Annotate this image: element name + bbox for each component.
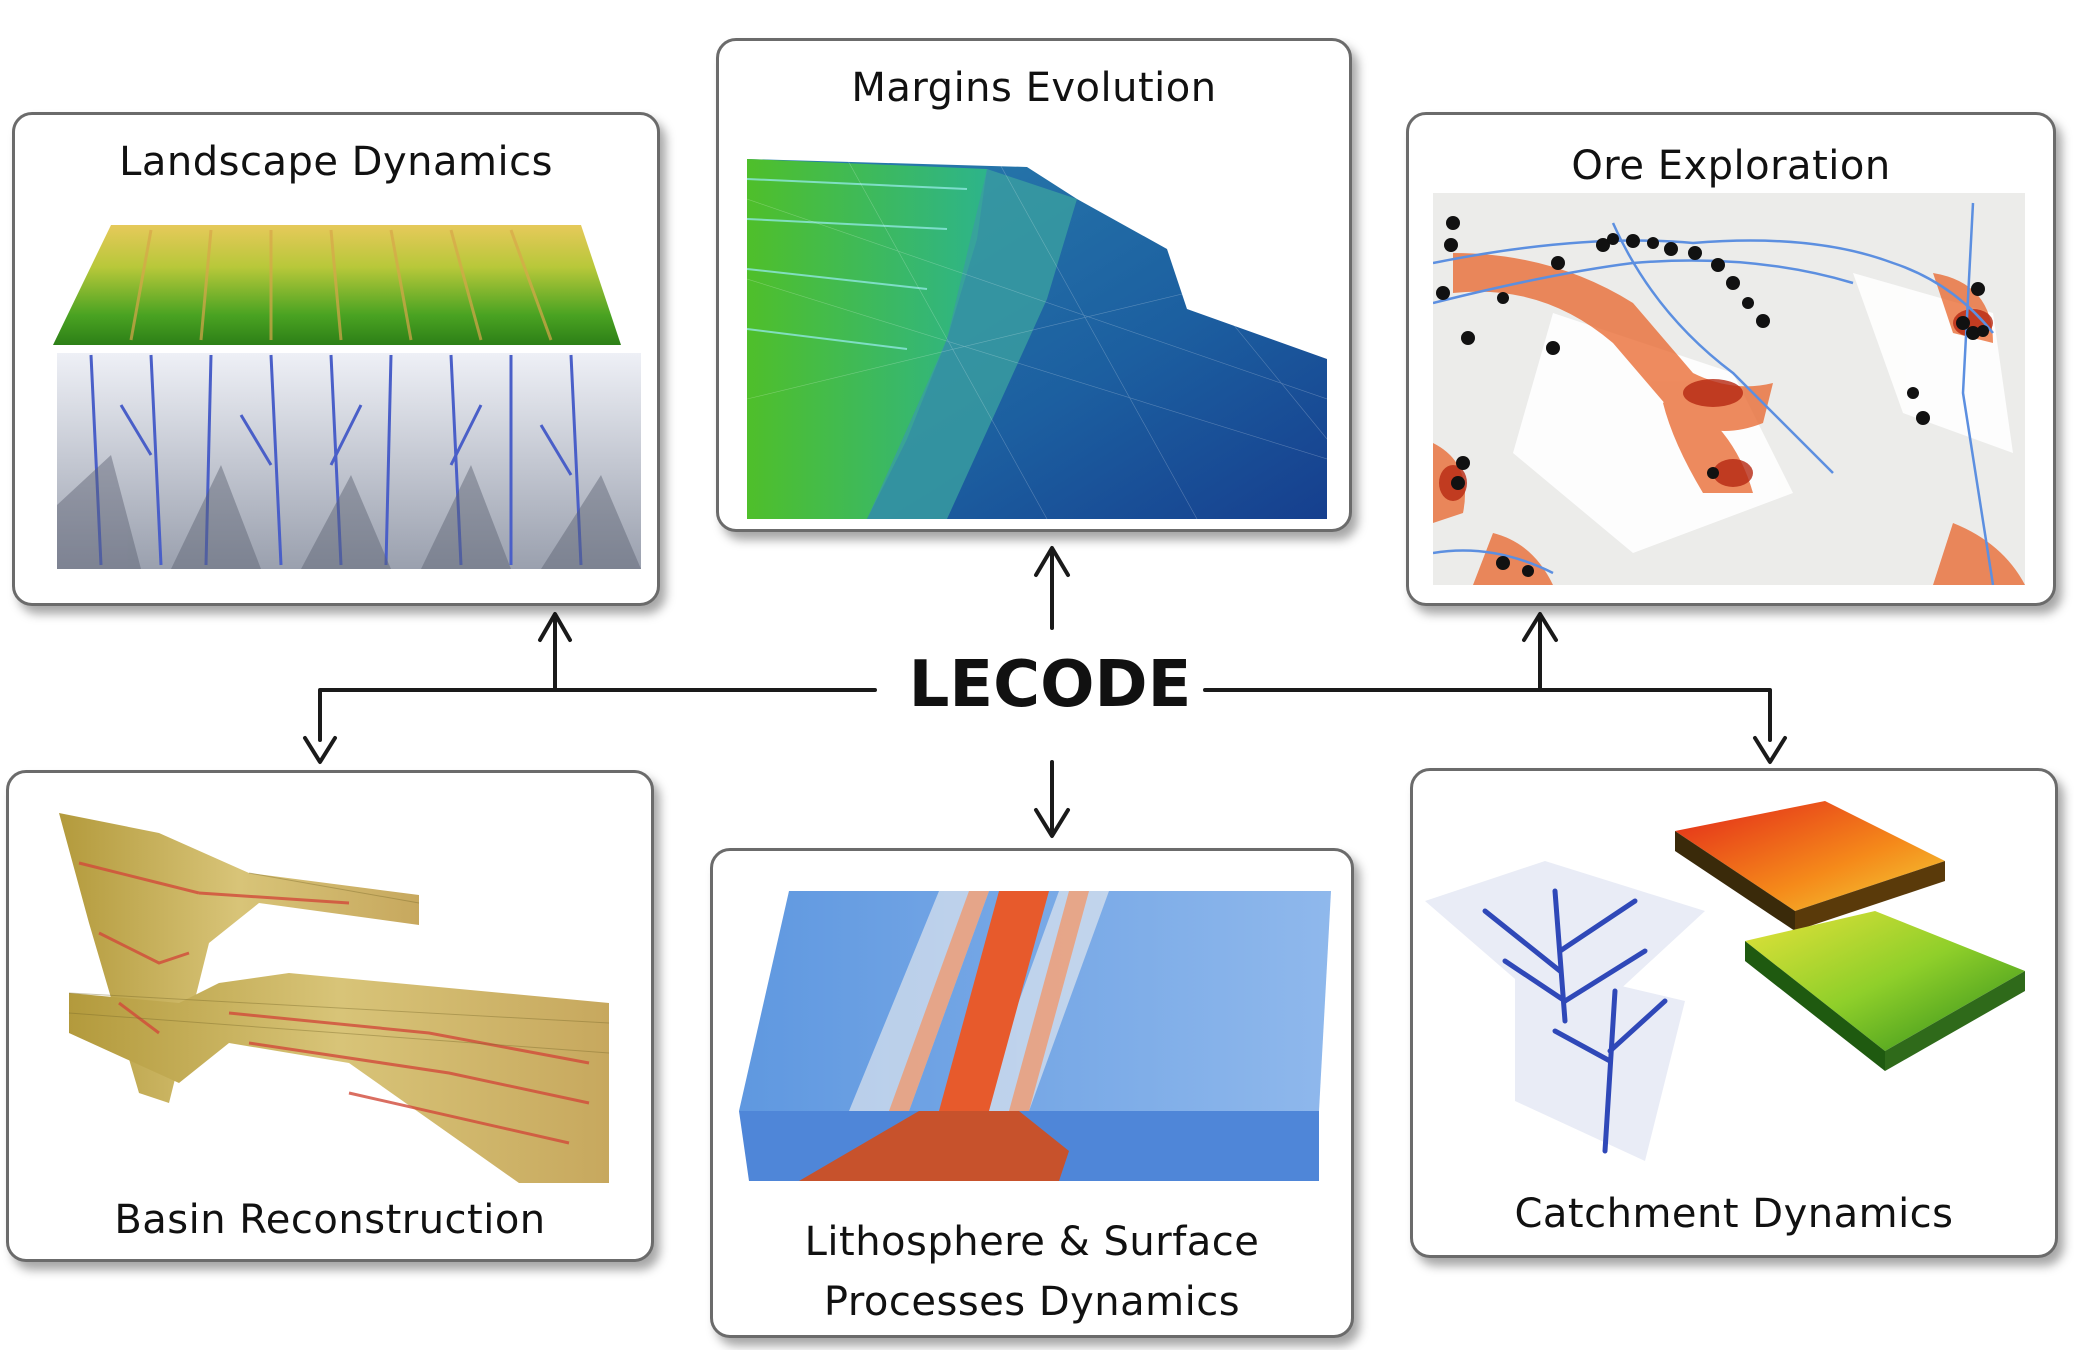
panel-title-line2: Processes Dynamics — [823, 1279, 1241, 1325]
basin-stratigraphy-image — [59, 813, 610, 1183]
panel-basin-reconstruction: Basin Reconstruction — [6, 770, 654, 1262]
lithosphere-model-image — [739, 891, 1331, 1181]
panel-lithosphere-surface: Lithosphere & Surface Processes Dynamics — [710, 848, 1354, 1338]
panel-title: Catchment Dynamics — [1514, 1191, 1954, 1237]
panel-title-line1: Lithosphere & Surface — [804, 1219, 1260, 1265]
panel-margins-evolution: Margins Evolution — [716, 38, 1352, 532]
left-connector-line — [318, 688, 877, 742]
ore-heatmap-image — [1433, 193, 2025, 585]
catchment-models-image — [1425, 801, 2025, 1161]
lecode-title: LECODE — [908, 648, 1192, 722]
margins-mesh-image — [747, 159, 1327, 519]
panel-title: Landscape Dynamics — [119, 139, 553, 185]
panel-title: Basin Reconstruction — [114, 1197, 546, 1243]
panel-title: Ore Exploration — [1571, 143, 1891, 189]
panel-catchment-dynamics: Catchment Dynamics — [1410, 768, 2058, 1258]
landscape-terrain-image — [53, 225, 641, 569]
panel-landscape-dynamics: Landscape Dynamics — [12, 112, 660, 606]
panel-ore-exploration: Ore Exploration — [1406, 112, 2056, 606]
right-connector-line — [1203, 688, 1772, 742]
panel-title: Margins Evolution — [851, 65, 1217, 111]
